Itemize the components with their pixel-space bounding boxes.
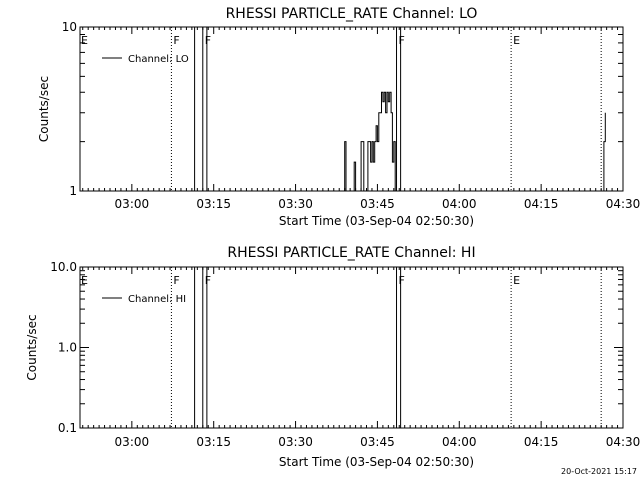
flag-label: F [205,274,211,287]
y-tick-label: 10 [62,20,77,34]
flag-label: E [513,34,520,47]
left-flag-label: E [81,34,88,47]
x-tick-label: 03:00 [115,197,150,211]
flag-label: F [205,34,211,47]
left-flag-label: E [81,274,88,287]
panel-lo: RHESSI PARTICLE_RATE Channel: LO 03:00 03:… [37,6,640,228]
chart-title: RHESSI PARTICLE_RATE Channel: HI [227,245,475,261]
x-tick-label: 03:30 [278,435,313,449]
x-tick-label: 04:30 [606,435,640,449]
y-axis-label: Counts/sec [25,314,39,380]
x-tick-label: 04:15 [524,197,559,211]
x-axis-label: Start Time (03-Sep-04 02:50:30) [279,214,474,228]
flag-label: F [173,274,179,287]
x-tick-label: 03:15 [196,435,231,449]
y-tick-label: 1 [69,184,77,198]
y-tick-label: 1.0 [58,341,77,355]
x-tick-label: 03:45 [360,435,395,449]
legend-entry: Channel: HI [128,294,186,305]
x-tick-label: 03:30 [278,197,313,211]
series-line [602,112,606,192]
flag-label: F [173,34,179,47]
plot-frame [79,26,624,192]
x-tick-label: 04:15 [524,435,559,449]
flag-label: E [513,274,520,287]
x-tick-label: 04:00 [442,435,477,449]
y-axis-label: Counts/sec [37,76,51,142]
x-tick-label: 04:00 [442,197,477,211]
flag-label: F [399,274,405,287]
series-line [343,91,396,192]
x-axis-label: Start Time (03-Sep-04 02:50:30) [279,455,474,469]
panel-hi: RHESSI PARTICLE_RATE Channel: HI 03:00 03:… [25,245,640,469]
plot-frame [79,266,624,429]
x-tick-label: 04:30 [606,197,640,211]
timestamp: 20-Oct-2021 15:17 [561,467,637,476]
legend-entry: Channel: LO [128,54,189,65]
x-tick-label: 03:15 [196,197,231,211]
flag-label: F [399,34,405,47]
chart-title: RHESSI PARTICLE_RATE Channel: LO [226,6,478,22]
x-tick-label: 03:00 [115,435,150,449]
y-tick-label: 10.0 [50,260,77,274]
y-tick-label: 0.1 [58,421,77,435]
x-tick-label: 03:45 [360,197,395,211]
